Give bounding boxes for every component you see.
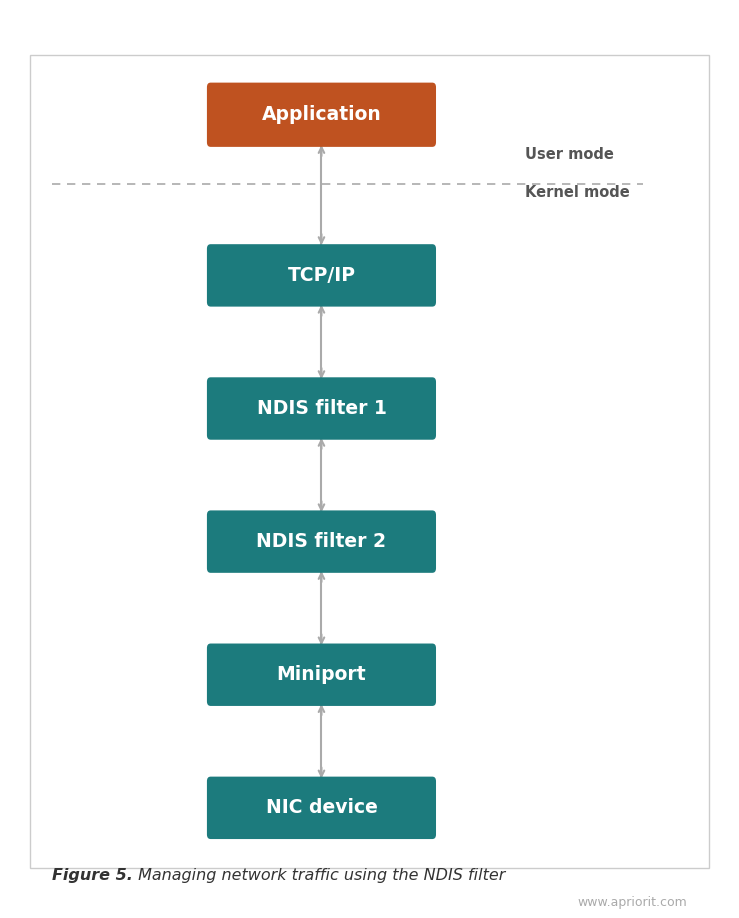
Text: www.apriorit.com: www.apriorit.com — [577, 896, 687, 909]
FancyBboxPatch shape — [207, 777, 436, 839]
Text: NDIS filter 1: NDIS filter 1 — [256, 399, 386, 418]
Text: Figure 5.: Figure 5. — [52, 868, 132, 883]
FancyBboxPatch shape — [207, 644, 436, 706]
Text: Application: Application — [262, 106, 381, 124]
Text: User mode: User mode — [525, 147, 613, 162]
FancyBboxPatch shape — [207, 244, 436, 307]
Text: TCP/IP: TCP/IP — [287, 266, 355, 285]
Text: NDIS filter 2: NDIS filter 2 — [256, 532, 386, 551]
Text: NIC device: NIC device — [265, 799, 378, 817]
Text: Managing network traffic using the NDIS filter: Managing network traffic using the NDIS … — [132, 868, 505, 883]
FancyBboxPatch shape — [207, 377, 436, 440]
FancyBboxPatch shape — [207, 83, 436, 147]
Text: Miniport: Miniport — [276, 666, 367, 684]
Text: Kernel mode: Kernel mode — [525, 185, 630, 200]
FancyBboxPatch shape — [207, 510, 436, 573]
